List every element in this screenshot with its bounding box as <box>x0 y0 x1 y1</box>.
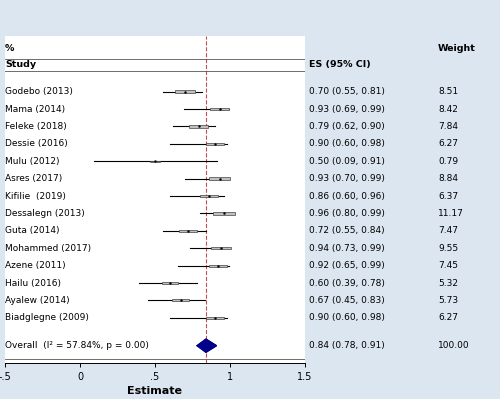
Text: Kifilie  (2019): Kifilie (2019) <box>5 192 66 201</box>
Text: 0.90 (0.60, 0.98): 0.90 (0.60, 0.98) <box>309 313 384 322</box>
Text: Weight: Weight <box>438 43 476 53</box>
Text: 6.27: 6.27 <box>438 313 458 322</box>
Text: Asres (2017): Asres (2017) <box>5 174 62 183</box>
Text: 8.51: 8.51 <box>438 87 458 96</box>
Text: Godebo (2013): Godebo (2013) <box>5 87 73 96</box>
Bar <box>189 125 208 128</box>
Text: 0.84 (0.78, 0.91): 0.84 (0.78, 0.91) <box>309 341 384 350</box>
Text: 5.73: 5.73 <box>438 296 458 305</box>
Text: Feleke (2018): Feleke (2018) <box>5 122 67 131</box>
Text: Guta (2014): Guta (2014) <box>5 226 60 235</box>
Text: 8.84: 8.84 <box>438 174 458 183</box>
Text: 0.92 (0.65, 0.99): 0.92 (0.65, 0.99) <box>309 261 384 270</box>
Bar <box>162 282 178 284</box>
Bar <box>208 265 228 267</box>
Text: 0.67 (0.45, 0.83): 0.67 (0.45, 0.83) <box>309 296 384 305</box>
Text: 0.50 (0.09, 0.91): 0.50 (0.09, 0.91) <box>309 157 384 166</box>
Text: Mohammed (2017): Mohammed (2017) <box>5 244 91 253</box>
Bar <box>213 212 235 215</box>
Text: 0.72 (0.55, 0.84): 0.72 (0.55, 0.84) <box>309 226 384 235</box>
Text: Mama (2014): Mama (2014) <box>5 105 65 113</box>
Bar <box>210 108 230 110</box>
Text: 8.42: 8.42 <box>438 105 458 113</box>
Text: 7.47: 7.47 <box>438 226 458 235</box>
Text: Biadglegne (2009): Biadglegne (2009) <box>5 313 89 322</box>
Text: Mulu (2012): Mulu (2012) <box>5 157 60 166</box>
Text: Hailu (2016): Hailu (2016) <box>5 279 61 288</box>
Text: 9.55: 9.55 <box>438 244 458 253</box>
X-axis label: Estimate: Estimate <box>128 386 182 396</box>
Text: 0.94 (0.73, 0.99): 0.94 (0.73, 0.99) <box>309 244 384 253</box>
Text: 0.70 (0.55, 0.81): 0.70 (0.55, 0.81) <box>309 87 384 96</box>
Bar <box>200 195 218 197</box>
Text: 0.79: 0.79 <box>438 157 458 166</box>
Text: 5.32: 5.32 <box>438 279 458 288</box>
Text: 0.60 (0.39, 0.78): 0.60 (0.39, 0.78) <box>309 279 384 288</box>
Text: 6.27: 6.27 <box>438 139 458 148</box>
Text: Ayalew (2014): Ayalew (2014) <box>5 296 70 305</box>
Text: 100.00: 100.00 <box>438 341 470 350</box>
Bar <box>175 91 195 93</box>
Bar <box>178 230 198 232</box>
Text: 0.86 (0.60, 0.96): 0.86 (0.60, 0.96) <box>309 192 384 201</box>
Bar <box>172 299 189 301</box>
Text: ES (95% CI): ES (95% CI) <box>309 60 370 69</box>
Text: %: % <box>5 43 15 53</box>
Bar <box>206 143 224 145</box>
Text: Azene (2011): Azene (2011) <box>5 261 66 270</box>
Text: Study: Study <box>5 60 36 69</box>
Text: 0.79 (0.62, 0.90): 0.79 (0.62, 0.90) <box>309 122 384 131</box>
Text: 7.84: 7.84 <box>438 122 458 131</box>
Text: 0.93 (0.70, 0.99): 0.93 (0.70, 0.99) <box>309 174 384 183</box>
Bar <box>210 178 230 180</box>
Text: 6.37: 6.37 <box>438 192 458 201</box>
Text: 0.93 (0.69, 0.99): 0.93 (0.69, 0.99) <box>309 105 384 113</box>
Polygon shape <box>197 339 216 352</box>
Bar <box>210 247 232 249</box>
Text: Dessalegn (2013): Dessalegn (2013) <box>5 209 85 218</box>
Text: Dessie (2016): Dessie (2016) <box>5 139 68 148</box>
Text: 11.17: 11.17 <box>438 209 464 218</box>
Bar <box>206 317 224 319</box>
Text: 0.90 (0.60, 0.98): 0.90 (0.60, 0.98) <box>309 139 384 148</box>
Bar <box>150 161 160 162</box>
Text: Overall  (I² = 57.84%, p = 0.00): Overall (I² = 57.84%, p = 0.00) <box>5 341 149 350</box>
Text: 7.45: 7.45 <box>438 261 458 270</box>
Text: 0.96 (0.80, 0.99): 0.96 (0.80, 0.99) <box>309 209 384 218</box>
